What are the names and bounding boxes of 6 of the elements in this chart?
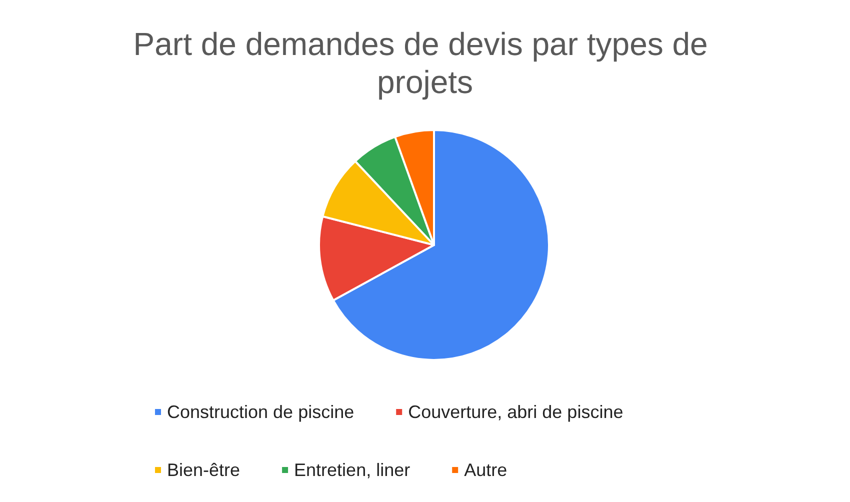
legend-label: Autre	[464, 460, 508, 480]
legend-label: Couverture, abri de piscine	[408, 402, 624, 422]
legend-label: Construction de piscine	[167, 402, 354, 422]
legend-label: Bien-être	[167, 460, 240, 480]
chart-title: Part de demandes de devis par types de projets	[133, 26, 717, 100]
legend-label: Entretien, liner	[294, 460, 410, 480]
